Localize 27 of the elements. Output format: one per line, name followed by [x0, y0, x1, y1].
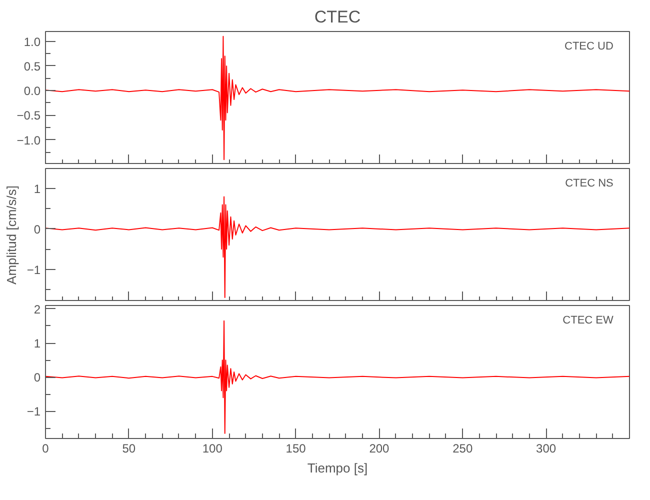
x-axis-title: Tiempo [s]	[307, 460, 368, 476]
y-tick-label: 0	[34, 370, 41, 385]
y-tick-label: −0.5	[16, 108, 41, 123]
x-tick-label: 50	[122, 442, 136, 456]
annotation: CTEC UD	[564, 40, 614, 52]
line-series	[46, 36, 630, 160]
x-tick-label: 100	[202, 442, 223, 456]
y-tick-label: −1.0	[16, 133, 41, 148]
line-series	[46, 196, 630, 298]
y-tick-label: −1	[26, 262, 41, 277]
y-tick-label: 0	[34, 222, 41, 236]
y-tick-label: −1	[26, 404, 41, 419]
y-tick-label: 1	[34, 336, 41, 351]
y-tick-label: 1.0	[24, 34, 41, 49]
y-tick-label: 0.5	[24, 59, 41, 74]
y-tick-label: 0.0	[24, 84, 41, 98]
annotation: CTEC EW	[562, 314, 614, 326]
x-tick-label: 300	[536, 442, 556, 456]
y-tick-label: 1	[34, 182, 41, 196]
x-tick-label: 250	[452, 442, 473, 456]
x-tick-label: 200	[369, 442, 390, 456]
annotation: CTEC NS	[565, 178, 614, 190]
x-tick-label: 0	[42, 442, 50, 456]
x-tick-label: 150	[286, 442, 306, 456]
y-tick-label: 2	[34, 302, 41, 316]
chart-title: CTEC	[314, 8, 361, 26]
y-axis-title: Amplitud [cm/s/s]	[4, 186, 19, 284]
